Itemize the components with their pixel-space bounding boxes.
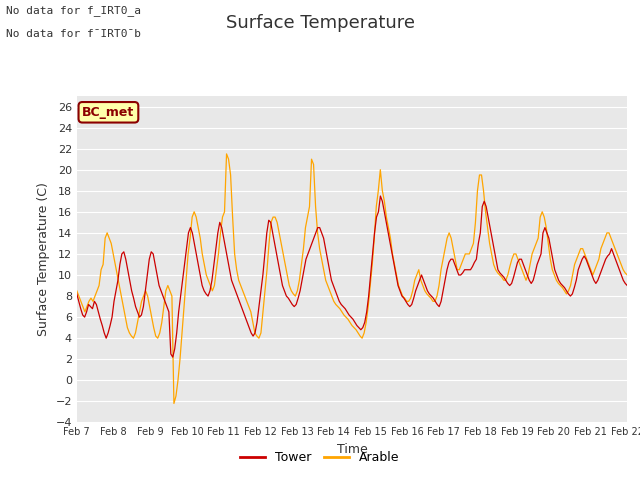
Y-axis label: Surface Temperature (C): Surface Temperature (C)	[37, 182, 50, 336]
X-axis label: Time: Time	[337, 443, 367, 456]
Text: No data for f_IRT0_a: No data for f_IRT0_a	[6, 5, 141, 16]
Text: BC_met: BC_met	[83, 106, 134, 119]
Legend: Tower, Arable: Tower, Arable	[236, 446, 404, 469]
Text: No data for f¯IRT0¯b: No data for f¯IRT0¯b	[6, 29, 141, 39]
Text: Surface Temperature: Surface Temperature	[225, 14, 415, 33]
